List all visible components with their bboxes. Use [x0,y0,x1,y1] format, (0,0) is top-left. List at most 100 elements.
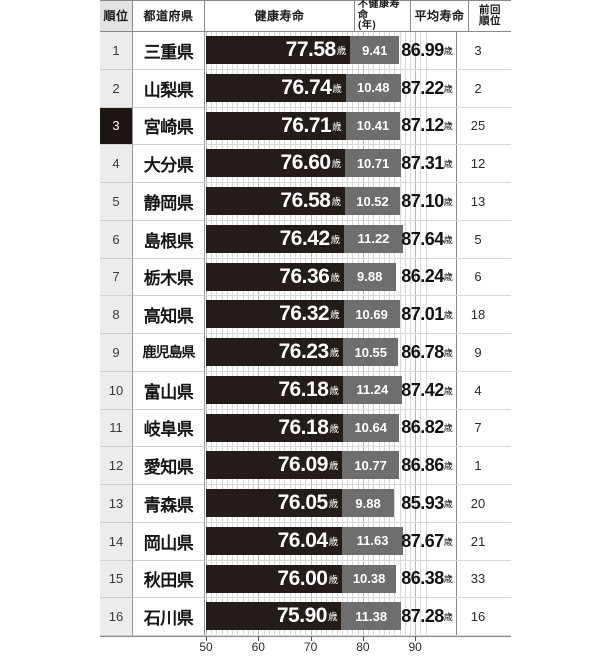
cell-prefecture: 富山県 [133,371,205,410]
bar-cell: 76.05 歳 9.88 85.93 歳 20 [205,485,511,523]
cell-rank: 4 [100,145,133,183]
unhealthy-life-bar: 11.38 [341,602,401,631]
healthy-life-value: 76.42 [279,226,331,250]
axis-tick-mark [415,636,417,641]
cell-previous-rank: 2 [456,69,499,107]
right-margin [511,0,600,670]
cell-rank: 16 [100,598,133,636]
table-row[interactable]: 3 宮崎県 76.71 歳 10.41 87.12 歳 25 [100,107,511,146]
cell-previous-rank: 7 [456,409,499,447]
average-life-value: 87.28 [401,606,444,627]
average-life-value: 86.86 [401,455,444,476]
header-rank: 順位 [100,1,133,31]
bar-cell: 76.23 歳 10.55 86.78 歳 9 [205,334,511,372]
x-axis-labels: 50 60 70 80 90 [100,640,511,664]
cell-average-life: 87.42 歳 [398,372,456,409]
cell-previous-rank: 5 [456,220,499,258]
average-life-value: 86.38 [401,568,444,589]
cell-previous-rank: 16 [456,598,499,635]
header-unhealthy-life: 不健康寿命 (年) [355,0,411,31]
healthy-life-bar: 76.09 歳 [206,451,343,480]
axis-tick-marks [100,636,511,642]
table-row[interactable]: 15 秋田県 76.00 歳 10.38 86.38 歳 33 [100,560,511,599]
table-row[interactable]: 11 岐阜県 76.18 歳 10.64 86.82 歳 7 [100,409,511,448]
healthy-life-value: 76.60 [280,151,332,175]
table-row[interactable]: 7 栃木県 76.36 歳 9.88 86.24 歳 6 [100,258,511,297]
cell-rank: 3 [100,107,133,146]
cell-average-life: 87.28 歳 [398,598,456,635]
unhealthy-life-value: 9.41 [362,42,388,58]
average-life-unit: 歳 [443,121,453,132]
healthy-life-unit: 歳 [330,272,340,284]
header-average-life: 平均寿命 [411,1,469,31]
unhealthy-life-value: 10.55 [354,344,388,360]
average-life-unit: 歳 [443,536,453,547]
cell-prefecture: 島根県 [133,220,205,259]
healthy-life-value: 76.71 [281,113,332,137]
healthy-life-value: 76.09 [277,453,329,477]
cell-prefecture: 青森県 [133,485,205,523]
healthy-life-unit: 歳 [328,499,339,510]
healthy-life-bar: 76.60 歳 [206,149,346,178]
table-row[interactable]: 8 高知県 76.32 歳 10.69 87.01 歳 18 [100,296,511,334]
unhealthy-life-value: 10.64 [354,420,387,435]
cell-average-life: 86.78 歳 [398,334,456,371]
healthy-life-unit: 歳 [336,46,347,57]
unhealthy-life-value: 10.52 [356,193,389,209]
bar-cell: 76.74 歳 10.48 87.22 歳 2 [205,69,511,108]
healthy-life-value: 75.90 [276,604,328,628]
healthy-life-value: 76.18 [278,377,329,401]
healthy-life-unit: 歳 [331,159,342,171]
average-life-unit: 歳 [443,45,453,56]
unhealthy-life-value: 11.24 [356,382,389,398]
table-row[interactable]: 10 富山県 76.18 歳 11.24 87.42 歳 4 [100,371,511,410]
cell-rank: 10 [100,371,133,410]
cell-average-life: 87.64 歳 [398,221,456,258]
table-row[interactable]: 9 鹿児島県 76.23 歳 10.55 86.78 歳 9 [100,334,511,372]
average-life-value: 87.42 [401,379,444,400]
table-row[interactable]: 14 岡山県 76.04 歳 11.63 87.67 歳 21 [100,522,511,561]
unhealthy-life-value: 9.88 [357,269,383,284]
table-row[interactable]: 5 静岡県 76.58 歳 10.52 87.10 歳 13 [100,183,511,221]
healthy-life-value: 76.23 [278,340,330,363]
cell-rank: 1 [100,32,133,70]
cell-average-life: 86.82 歳 [398,410,456,447]
unhealthy-life-bar: 10.55 [343,338,399,366]
data-table: 順位 都道府県 健康寿命 不健康寿命 (年) 平均寿命 前回 順位 1 三重県 77… [100,0,511,636]
axis-tick-label: 80 [356,640,370,654]
average-life-value: 87.67 [401,530,444,551]
cell-average-life: 86.24 歳 [398,259,456,296]
cell-rank: 9 [100,334,133,372]
table-row[interactable]: 2 山梨県 76.74 歳 10.48 87.22 歳 2 [100,69,511,108]
bar-cell: 76.00 歳 10.38 86.38 歳 33 [205,560,511,599]
table-row[interactable]: 1 三重県 77.58 歳 9.41 86.99 歳 3 [100,32,511,70]
cell-prefecture: 岐阜県 [133,409,205,448]
unhealthy-life-bar: 10.38 [341,564,397,593]
cell-prefecture: 栃木県 [133,258,205,297]
unhealthy-life-bar: 11.24 [342,375,402,404]
table-row[interactable]: 4 大分県 76.60 歳 10.71 87.31 歳 12 [100,145,511,183]
table-row[interactable]: 16 石川県 75.90 歳 11.38 87.28 歳 16 [100,598,511,636]
cell-average-life: 87.10 歳 [398,183,456,220]
healthy-life-unit: 歳 [331,197,341,208]
healthy-life-bar: 75.90 歳 [206,602,342,631]
average-life-unit: 歳 [443,347,453,358]
table-row[interactable]: 12 愛知県 76.09 歳 10.77 86.86 歳 1 [100,447,511,485]
healthy-life-bar: 76.23 歳 [206,338,344,366]
healthy-life-value: 77.58 [285,38,337,61]
table-row[interactable]: 13 青森県 76.05 歳 9.88 85.93 歳 20 [100,485,511,523]
unhealthy-life-value: 10.41 [356,118,390,133]
healthy-life-value: 76.32 [279,302,330,326]
healthy-life-bar: 76.74 歳 [206,73,346,102]
header-unhealthy-line1: 不健康寿命 [358,0,400,21]
cell-average-life: 87.01 歳 [398,296,456,333]
table-row[interactable]: 6 島根県 76.42 歳 11.22 87.64 歳 5 [100,220,511,259]
cell-average-life: 87.22 歳 [398,70,456,107]
cell-prefecture: 高知県 [133,296,205,334]
cell-average-life: 86.99 歳 [398,32,456,69]
unhealthy-life-bar: 9.41 [350,36,400,64]
cell-prefecture: 宮崎県 [133,107,205,146]
healthy-life-bar: 76.04 歳 [206,526,343,555]
average-life-unit: 歳 [443,83,453,94]
